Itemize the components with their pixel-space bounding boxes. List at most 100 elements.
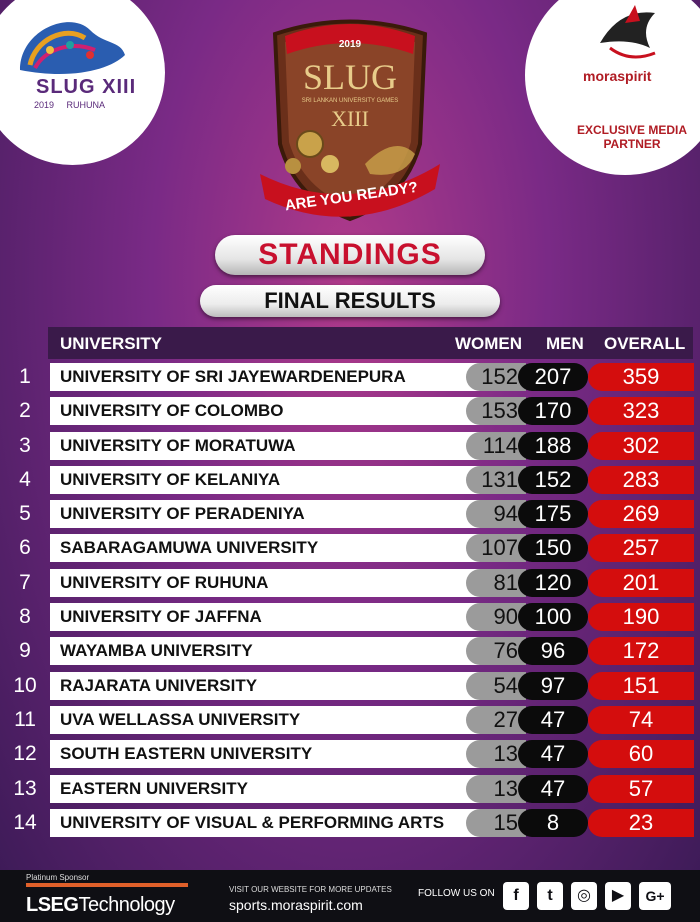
women-points: 94 — [466, 500, 526, 529]
women-points: 13 — [466, 740, 526, 769]
standings-table: 1 UNIVERSITY OF SRI JAYEWARDENEPURA 152 359… — [0, 360, 700, 840]
women-points: 152 — [466, 363, 526, 391]
table-row: 6 SABARAGAMUWA UNIVERSITY 107 257 150 — [0, 531, 700, 565]
women-points: 27 — [466, 705, 526, 734]
slug-logo: SLUG XIII 2019 RUHUNA — [0, 0, 165, 165]
women-points: 131 — [466, 465, 526, 494]
overall-points: 269 — [588, 500, 694, 529]
table-row: 5 UNIVERSITY OF PERADENIYA 94 269 175 — [0, 497, 700, 531]
men-points: 120 — [518, 568, 588, 597]
table-row: 14 UNIVERSITY OF VISUAL & PERFORMING ARTS… — [0, 806, 700, 840]
overall-points: 151 — [588, 671, 694, 700]
university-name: UNIVERSITY OF PERADENIYA — [50, 500, 490, 529]
overall-points: 201 — [588, 568, 694, 597]
university-name: UNIVERSITY OF RUHUNA — [50, 568, 490, 597]
men-points: 152 — [518, 465, 588, 494]
rank-cell: 9 — [19, 639, 31, 663]
twitter-icon[interactable]: t — [537, 882, 563, 910]
university-name: RAJARATA UNIVERSITY — [50, 671, 490, 700]
follow-label: FOLLOW US ON — [418, 888, 495, 899]
table-row: 2 UNIVERSITY OF COLOMBO 153 323 170 — [0, 394, 700, 428]
header-women: WOMEN — [455, 334, 523, 353]
rank-cell: 6 — [19, 536, 31, 560]
shield-year: 2019 — [339, 39, 362, 50]
university-name: UNIVERSITY OF MORATUWA — [50, 431, 490, 460]
media-partner-label: EXCLUSIVE MEDIA PARTNER — [576, 123, 687, 151]
shield-subtitle: SRI LANKAN UNIVERSITY GAMES — [302, 98, 399, 104]
footer: Platinum Sponsor LSEGTechnology VISIT OU… — [0, 870, 700, 922]
men-points: 150 — [518, 534, 588, 563]
website-link[interactable]: sports.moraspirit.com — [229, 897, 363, 913]
men-points: 47 — [518, 740, 588, 769]
men-points: 100 — [518, 603, 588, 632]
table-row: 8 UNIVERSITY OF JAFFNA 90 190 100 — [0, 600, 700, 634]
final-results-banner: FINAL RESULTS — [200, 285, 500, 317]
women-points: 153 — [466, 397, 526, 426]
slug-year-location: 2019 RUHUNA — [34, 100, 106, 110]
sponsor-logo: LSEGTechnology — [26, 894, 175, 916]
university-name: SOUTH EASTERN UNIVERSITY — [50, 740, 490, 769]
men-points: 47 — [518, 705, 588, 734]
rank-cell: 13 — [13, 776, 37, 800]
rank-cell: 5 — [19, 502, 31, 526]
university-name: UNIVERSITY OF KELANIYA — [50, 465, 490, 494]
rank-cell: 3 — [19, 433, 31, 457]
overall-points: 60 — [588, 740, 694, 769]
youtube-icon[interactable]: ▶ — [605, 882, 631, 910]
men-points: 207 — [518, 363, 588, 391]
header-men: MEN — [546, 334, 584, 353]
standings-banner: STANDINGS — [215, 235, 485, 275]
sponsor-divider — [26, 883, 188, 887]
visit-label: VISIT OUR WEBSITE FOR MORE UPDATES — [229, 885, 392, 894]
university-name: EASTERN UNIVERSITY — [50, 774, 490, 803]
header-overall: OVERALL — [604, 334, 686, 353]
rank-cell: 11 — [14, 707, 36, 731]
overall-points: 283 — [588, 465, 694, 494]
shield-title: SLUG — [303, 57, 397, 97]
rank-cell: 10 — [13, 673, 37, 697]
overall-points: 190 — [588, 603, 694, 632]
shield-numeral: XIII — [331, 106, 369, 131]
overall-points: 172 — [588, 637, 694, 666]
men-points: 47 — [518, 774, 588, 803]
table-row: 13 EASTERN UNIVERSITY 13 57 47 — [0, 772, 700, 806]
peacock-icon — [20, 22, 125, 75]
women-points: 90 — [466, 603, 526, 632]
rank-cell: 14 — [13, 810, 37, 834]
overall-points: 257 — [588, 534, 694, 563]
rank-cell: 4 — [19, 467, 31, 491]
rank-cell: 8 — [19, 605, 31, 629]
women-points: 54 — [466, 671, 526, 700]
women-points: 76 — [466, 637, 526, 666]
facebook-icon[interactable]: f — [503, 882, 529, 910]
overall-points: 23 — [588, 808, 694, 837]
women-points: 15 — [466, 808, 526, 837]
rank-cell: 7 — [19, 570, 31, 594]
table-header: UNIVERSITY WOMEN MEN OVERALL — [48, 327, 693, 359]
moraspirit-brand: moraspirit — [583, 68, 652, 84]
women-points: 114 — [466, 431, 526, 460]
shark-icon — [600, 5, 656, 59]
university-name: UNIVERSITY OF SRI JAYEWARDENEPURA — [50, 363, 490, 391]
women-points: 107 — [466, 534, 526, 563]
google-plus-icon[interactable]: G+ — [639, 882, 671, 910]
men-points: 188 — [518, 431, 588, 460]
overall-points: 323 — [588, 397, 694, 426]
university-name: UNIVERSITY OF JAFFNA — [50, 603, 490, 632]
overall-points: 57 — [588, 774, 694, 803]
table-row: 7 UNIVERSITY OF RUHUNA 81 201 120 — [0, 566, 700, 600]
men-points: 97 — [518, 671, 588, 700]
university-name: WAYAMBA UNIVERSITY — [50, 637, 490, 666]
overall-points: 359 — [588, 363, 694, 391]
university-name: UNIVERSITY OF COLOMBO — [50, 397, 490, 426]
moraspirit-logo: moraspirit EXCLUSIVE MEDIA PARTNER — [525, 0, 700, 175]
instagram-icon[interactable]: ◎ — [571, 882, 597, 910]
women-points: 13 — [466, 774, 526, 803]
rank-cell: 2 — [19, 399, 31, 423]
women-points: 81 — [466, 568, 526, 597]
table-row: 11 UVA WELLASSA UNIVERSITY 27 74 47 — [0, 703, 700, 737]
slug-shield-emblem: 2019 SLUG SRI LANKAN UNIVERSITY GAMES XI… — [260, 19, 440, 222]
header-university: UNIVERSITY — [60, 334, 163, 353]
men-points: 8 — [518, 808, 588, 837]
table-row: 3 UNIVERSITY OF MORATUWA 114 302 188 — [0, 429, 700, 463]
